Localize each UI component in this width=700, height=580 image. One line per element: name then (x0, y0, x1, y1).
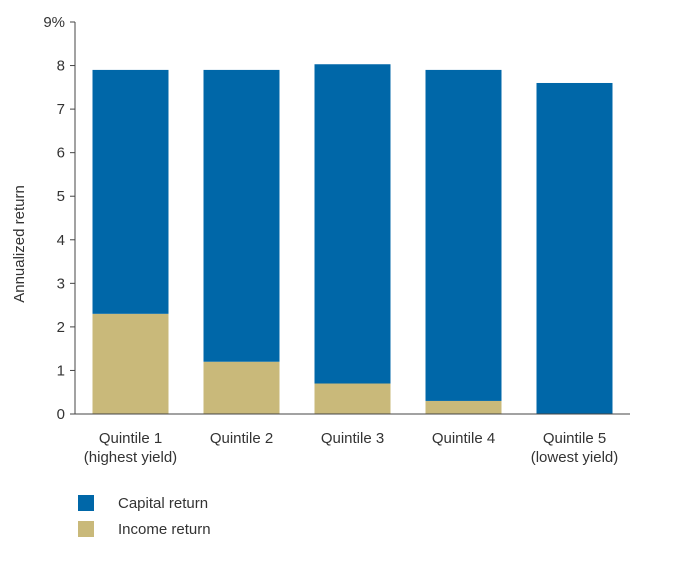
legend: Capital return Income return (78, 490, 211, 542)
y-axis-title: Annualized return (11, 185, 28, 303)
bars (92, 64, 613, 414)
y-axis: 0 1 2 3 4 5 6 7 8 9% (43, 14, 76, 423)
x-category-label: Quintile 4 (432, 430, 495, 447)
bar-capital-4 (425, 69, 502, 401)
y-tick-label: 8 (57, 58, 65, 75)
legend-item-capital: Capital return (78, 490, 211, 516)
y-tick-label: 5 (57, 188, 65, 205)
bar-capital-2 (203, 69, 280, 362)
x-axis: Quintile 1 (highest yield) Quintile 2 Quint… (75, 413, 630, 466)
y-tick-label: 4 (57, 232, 65, 249)
bar-income-2 (203, 361, 280, 414)
y-tick-label: 3 (57, 275, 65, 292)
x-category-label: Quintile 2 (210, 430, 273, 447)
legend-swatch-income (78, 521, 94, 537)
bar-capital-5 (536, 82, 613, 414)
y-tick-label: 2 (57, 319, 65, 336)
legend-item-income: Income return (78, 516, 211, 542)
x-category-label: Quintile 1 (99, 430, 162, 447)
y-tick-label: 9% (43, 14, 65, 31)
legend-label-income: Income return (118, 520, 211, 538)
bar-capital-3 (314, 64, 391, 384)
x-category-label: (highest yield) (84, 449, 177, 466)
legend-swatch-capital (78, 495, 94, 511)
bar-income-3 (314, 383, 391, 414)
x-category-label: Quintile 3 (321, 430, 384, 447)
y-tick-label: 1 (57, 362, 65, 379)
bar-income-1 (92, 313, 169, 414)
y-tick-label: 6 (57, 145, 65, 162)
x-category-label: Quintile 5 (543, 430, 606, 447)
bar-income-4 (425, 400, 502, 414)
x-category-label: (lowest yield) (531, 449, 619, 466)
legend-label-capital: Capital return (118, 494, 209, 512)
y-tick-label: 7 (57, 101, 65, 118)
y-tick-label: 0 (57, 406, 65, 423)
bar-capital-1 (92, 69, 169, 314)
